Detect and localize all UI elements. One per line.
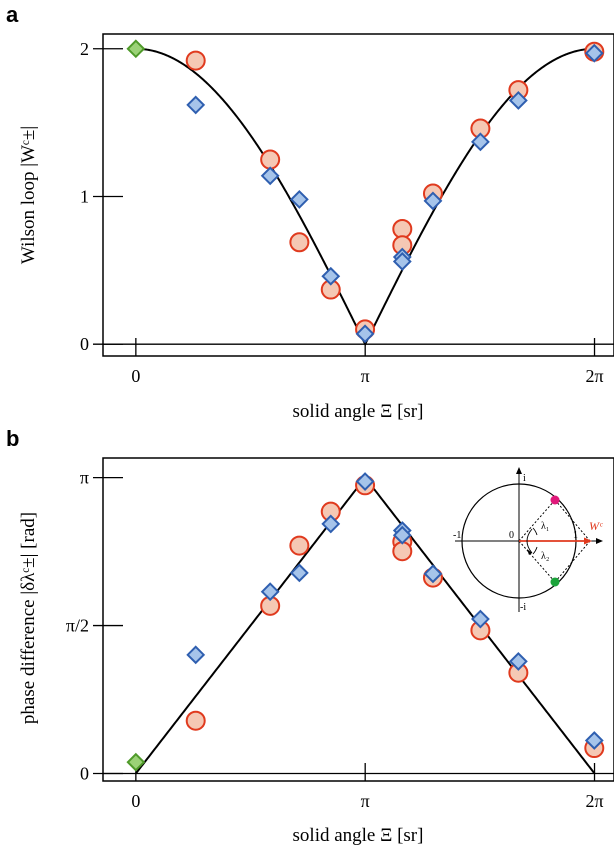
data-point-diamond: [470, 609, 490, 629]
inset-wc-arrow: [584, 537, 592, 545]
panel-b-y-ticks: 0 π/2 π: [66, 468, 123, 783]
panel-a-y-axis-label: Wilson loop |Wᶜ±|: [18, 126, 39, 264]
data-point-circle: [185, 50, 206, 71]
panel-a-x-ticks: 0 π 2π: [131, 338, 604, 386]
data-point-diamond: [584, 43, 604, 63]
data-point-circle: [185, 710, 206, 731]
x-tick-label: 2π: [585, 791, 603, 811]
panel-b-data-points: [126, 472, 605, 772]
theory-line: [135, 476, 596, 775]
inset-chord-upper: [554, 499, 591, 542]
inset-lambda2-arc: [532, 546, 538, 555]
unit-circle-inset: i -i -1 1 0 λ₁ λ₂ Wᶜ: [453, 467, 603, 613]
inset-label-minus-i: -i: [520, 602, 526, 613]
inset-label-origin: 0: [509, 530, 514, 541]
data-point-diamond: [508, 91, 528, 110]
panel-a-x-axis-label: solid angle Ξ [sr]: [293, 401, 424, 422]
data-point-diamond: [355, 324, 375, 344]
data-point-diamond: [289, 190, 309, 209]
panel-b-y-axis-label: phase difference |δλᶜ±| [rad]: [18, 512, 39, 724]
panel-a-letter: a: [6, 2, 19, 27]
inset-label-lambda2: λ₂: [541, 551, 549, 562]
y-tick-label: π/2: [66, 616, 89, 636]
panel-b-x-ticks: 0 π 2π: [131, 763, 604, 811]
x-tick-label: 2π: [585, 366, 603, 386]
panel-a: a 0 1 2 0 π 2π solid angle Ξ [sr] Wilson loo…: [6, 2, 614, 422]
data-point-diamond: [126, 752, 146, 772]
data-point-diamond: [423, 191, 443, 211]
data-point-diamond: [126, 39, 146, 59]
inset-lower-eigenvalue-point: [550, 577, 560, 587]
inset-label-i: i: [523, 473, 526, 484]
panel-a-y-ticks: 0 1 2: [80, 39, 123, 354]
inset-upper-eigenvalue-point: [550, 495, 560, 505]
data-point-circle: [392, 541, 413, 562]
inset-label-1: 1: [573, 530, 578, 541]
data-point-circle: [260, 149, 281, 170]
panel-b: b 0 π/2 π 0 π 2π solid angle Ξ [sr] phase di…: [6, 426, 614, 846]
y-tick-label: 0: [80, 334, 89, 354]
y-tick-label: 0: [80, 763, 89, 783]
x-tick-label: 0: [131, 366, 140, 386]
y-tick-label: 1: [80, 186, 89, 206]
panel-b-letter: b: [6, 426, 19, 451]
inset-label-wc: Wᶜ: [589, 519, 603, 533]
panel-b-theory-curve: [135, 476, 596, 775]
data-point-diamond: [392, 252, 412, 271]
data-point-diamond: [186, 645, 206, 665]
data-point-diamond: [289, 563, 309, 583]
panel-a-frame: [102, 33, 614, 357]
data-point-diamond: [423, 564, 443, 584]
data-point-diamond: [584, 731, 604, 750]
x-tick-label: π: [361, 791, 370, 811]
x-tick-label: 0: [131, 791, 140, 811]
data-point-diamond: [186, 95, 206, 115]
panel-b-frame: [102, 457, 614, 782]
x-tick-label: π: [361, 366, 370, 386]
data-point-circle: [289, 232, 310, 253]
panel-a-data-points: [126, 39, 605, 344]
inset-vertical-arrow: [516, 467, 522, 474]
data-point-circle: [289, 535, 310, 556]
inset-radius-lower: [518, 540, 556, 583]
inset-chord-lower: [554, 540, 591, 583]
inset-delta-arc: [526, 528, 533, 554]
data-point-diamond: [260, 166, 280, 186]
y-tick-label: 2: [80, 39, 89, 59]
inset-horizontal-arrow: [596, 538, 603, 544]
y-tick-label: π: [80, 468, 89, 488]
data-point-diamond: [470, 132, 490, 152]
inset-delta-arrowhead: [527, 549, 532, 555]
inset-label-minus-1: -1: [453, 530, 461, 541]
data-point-diamond: [392, 525, 412, 545]
data-point-diamond: [355, 472, 375, 491]
data-point-diamond: [260, 582, 280, 602]
data-point-diamond: [321, 266, 341, 286]
data-point-diamond: [321, 514, 341, 534]
inset-lambda1-arc: [532, 527, 538, 536]
panel-b-x-axis-label: solid angle Ξ [sr]: [293, 825, 424, 846]
inset-radius-upper: [518, 499, 556, 542]
inset-label-lambda1: λ₁: [541, 521, 549, 532]
data-point-diamond: [508, 651, 528, 671]
